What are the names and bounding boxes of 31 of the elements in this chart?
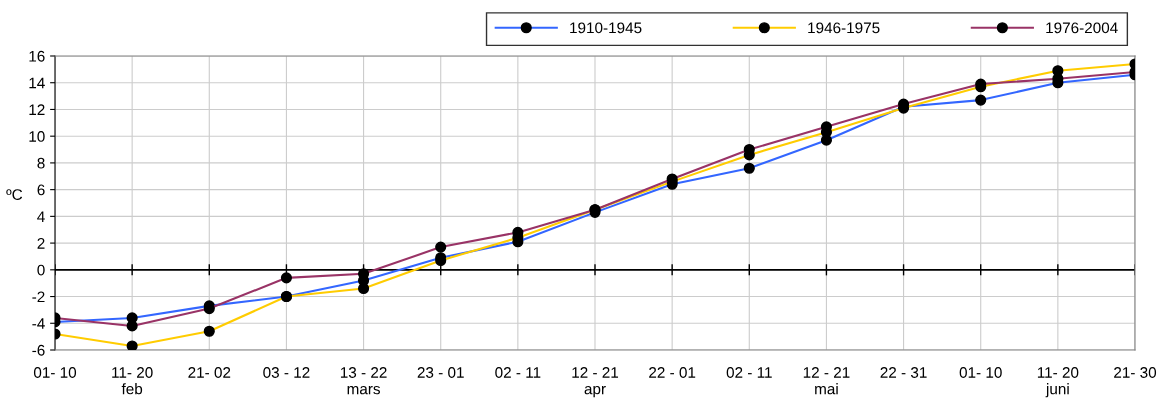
x-tick-label: 22 - 01 — [649, 367, 696, 378]
x-tick-label: 13 - 22 mars — [340, 367, 387, 395]
legend-label: 1946-1975 — [808, 22, 880, 34]
y-tick-label: 14 — [29, 77, 45, 89]
x-tick-label: 23 - 01 — [417, 367, 464, 378]
x-tick-label: 01- 10 — [33, 367, 77, 378]
y-tick-label: -4 — [32, 318, 45, 329]
x-tick-label: 11- 20 feb — [112, 367, 153, 395]
x-tick-label: 21- 02 — [188, 367, 231, 378]
y-tick-label: -2 — [32, 291, 45, 303]
legend-label: 1976-2004 — [1046, 22, 1118, 34]
y-tick-label: 10 — [29, 131, 45, 142]
y-axis-title: ºC — [6, 189, 23, 200]
y-tick-label: 4 — [37, 211, 45, 222]
x-tick-label: 01- 10 — [959, 367, 1002, 378]
x-tick-label: 02 - 11 — [726, 367, 772, 378]
x-tick-label: 03 - 12 — [263, 367, 310, 378]
y-tick-label: 2 — [37, 237, 45, 249]
x-tick-label: 12 - 21 apr — [572, 367, 619, 398]
y-tick-label: 12 — [29, 104, 45, 115]
x-tick-label: 21- 30 — [1114, 367, 1157, 378]
y-tick-label: 8 — [37, 157, 45, 169]
y-tick-label: -6 — [32, 344, 45, 356]
legend-label: 1910-1945 — [570, 22, 642, 34]
y-tick-label: 6 — [37, 184, 45, 196]
y-tick-label: 0 — [37, 264, 45, 276]
x-tick-label: 02 - 11 — [495, 367, 541, 378]
x-tick-label: 11- 20 juni — [1037, 367, 1079, 398]
y-tick-label: 16 — [29, 50, 45, 62]
x-tick-label: 22 - 31 — [880, 367, 927, 378]
x-tick-label: 12 - 21 mai — [803, 367, 850, 395]
